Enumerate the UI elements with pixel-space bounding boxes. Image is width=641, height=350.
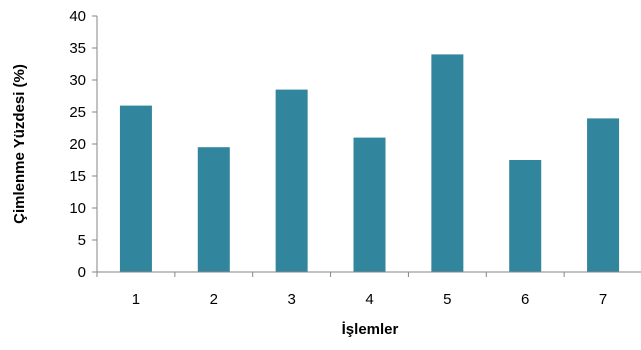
y-tick-label: 40 bbox=[69, 8, 86, 25]
x-tick-label: 2 bbox=[210, 291, 218, 308]
bar-1 bbox=[119, 105, 152, 272]
bar-series bbox=[119, 54, 620, 273]
x-axis-title: İşlemler bbox=[342, 321, 399, 338]
y-tick-label: 25 bbox=[69, 104, 86, 121]
x-axis-ticks: 1 2 3 4 5 6 7 bbox=[96, 272, 607, 308]
bar-6 bbox=[509, 160, 542, 272]
bar-3 bbox=[275, 89, 308, 272]
y-tick-label: 10 bbox=[69, 200, 86, 217]
y-axis-ticks: 0 5 10 15 20 25 30 35 40 bbox=[69, 8, 97, 281]
x-tick-label: 6 bbox=[521, 291, 529, 308]
x-tick-label: 7 bbox=[599, 291, 607, 308]
y-axis-title: Çimlenme Yüzdesi (%) bbox=[11, 64, 28, 224]
x-tick-label: 1 bbox=[132, 291, 140, 308]
y-tick-label: 15 bbox=[69, 168, 86, 185]
bar-2 bbox=[197, 147, 230, 272]
y-tick-label: 35 bbox=[69, 40, 86, 57]
x-tick-label: 3 bbox=[287, 291, 295, 308]
bar-4 bbox=[353, 137, 386, 272]
x-tick-label: 5 bbox=[443, 291, 451, 308]
y-tick-label: 30 bbox=[69, 72, 86, 89]
x-tick-label: 4 bbox=[365, 291, 373, 308]
bar-5 bbox=[431, 54, 464, 273]
y-tick-label: 0 bbox=[78, 264, 86, 281]
bar-7 bbox=[587, 118, 620, 273]
y-tick-label: 20 bbox=[69, 136, 86, 153]
y-tick-label: 5 bbox=[78, 232, 86, 249]
